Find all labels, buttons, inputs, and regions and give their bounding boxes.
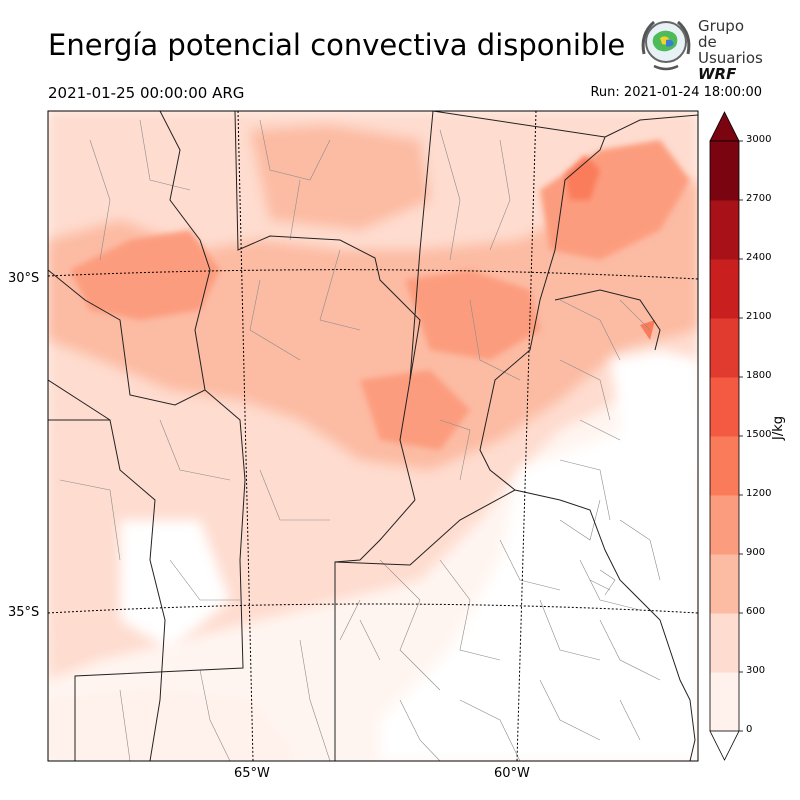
colorbar-segment bbox=[710, 200, 739, 260]
colorbar-segment bbox=[710, 259, 739, 319]
colorbar-tick-label: 2100 bbox=[746, 311, 772, 322]
logo-line3: WRF bbox=[698, 65, 737, 83]
logo-line1: Grupo de bbox=[698, 17, 744, 51]
colorbar-tick-label: 1500 bbox=[746, 429, 772, 440]
colorbar-segment bbox=[710, 495, 739, 555]
valid-time: 2021-01-25 00:00:00 ARG bbox=[48, 84, 245, 102]
colorbar-over-extension bbox=[709, 111, 740, 142]
colorbar-tick-label: 0 bbox=[746, 724, 753, 735]
lat-label-35s: 35°S bbox=[8, 605, 40, 620]
colorbar-tick-label: 300 bbox=[746, 665, 766, 676]
colorbar-unit: J/kg bbox=[771, 416, 786, 440]
colorbar-segment bbox=[710, 672, 739, 732]
lon-label-65w: 65°W bbox=[234, 766, 270, 781]
colorbar-tick-label: 3000 bbox=[746, 134, 772, 145]
colorbar-tick-label: 2700 bbox=[746, 193, 772, 204]
colorbar-segment bbox=[710, 436, 739, 496]
map-title: Energía potencial convectiva disponible bbox=[48, 28, 626, 62]
colorbar-under-extension bbox=[709, 730, 740, 761]
run-time: Run: 2021-01-24 18:00:00 bbox=[590, 85, 762, 100]
graticule bbox=[48, 111, 698, 761]
colorbar-segment bbox=[710, 141, 739, 201]
colorbar-tick-label: 1200 bbox=[746, 488, 772, 499]
colorbar-tick-label: 900 bbox=[746, 547, 766, 558]
lon-label-60w: 60°W bbox=[494, 766, 530, 781]
colorbar bbox=[709, 111, 743, 761]
map-frame bbox=[47, 110, 699, 762]
colorbar-segment bbox=[710, 554, 739, 614]
logo-line2: Usuarios bbox=[698, 49, 763, 67]
colorbar-tick-label: 2400 bbox=[746, 252, 772, 263]
colorbar-segment bbox=[710, 613, 739, 673]
colorbar-segment bbox=[710, 318, 739, 378]
province-boundaries bbox=[48, 111, 698, 761]
cape-shading bbox=[48, 111, 698, 761]
globe-icon bbox=[641, 20, 691, 71]
colorbar-tick-label: 1800 bbox=[746, 370, 772, 381]
wrf-logo: Grupo de Usuarios WRF bbox=[636, 14, 766, 82]
lat-label-30s: 30°S bbox=[8, 271, 40, 286]
department-boundaries bbox=[59, 119, 661, 761]
colorbar-tick-label: 600 bbox=[746, 606, 766, 617]
colorbar-segment bbox=[710, 377, 739, 437]
